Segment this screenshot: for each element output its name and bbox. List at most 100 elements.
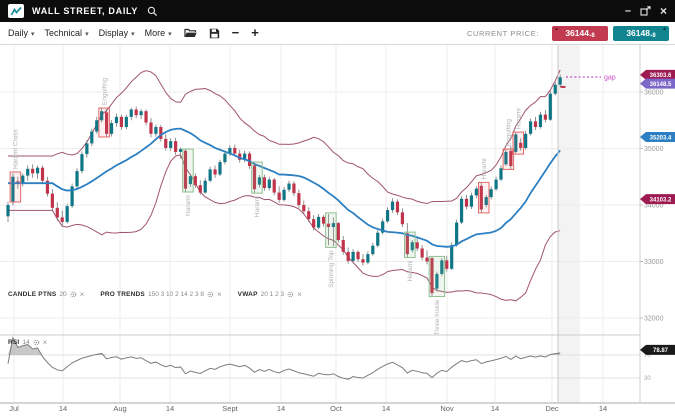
- settings-gear-icon[interactable]: [70, 291, 77, 298]
- candle: [178, 149, 183, 152]
- candle: [218, 162, 222, 175]
- time-axis: Jul 14 Aug 14 Sept 14 Oct 14 Nov 14 Dec 14: [9, 404, 607, 413]
- chart-area[interactable]: 36000 35000 34000 33000 32000 70 30 Jul 14 Aug 14 S…: [0, 45, 675, 419]
- indicator-rsi[interactable]: RSI 14 ×: [8, 338, 48, 347]
- search-icon[interactable]: [147, 6, 158, 17]
- pattern-highlight-box[interactable]: [428, 255, 446, 298]
- remove-indicator-icon[interactable]: ×: [42, 338, 48, 347]
- candle: [390, 201, 395, 211]
- pattern-highlight-box[interactable]: [502, 148, 515, 170]
- pattern-highlight-box[interactable]: [182, 148, 194, 193]
- candle: [105, 112, 109, 134]
- svg-text:36148.5: 36148.5: [650, 82, 672, 88]
- buy-price-button[interactable]: ▲ 36148. 8: [613, 25, 669, 41]
- current-bar-shade: [558, 45, 580, 403]
- candle: [35, 167, 40, 174]
- sell-price-button[interactable]: ▲ 36144. 8: [552, 25, 608, 41]
- pattern-label: Harami: [481, 158, 488, 179]
- candle: [75, 171, 79, 187]
- pattern-highlight-box[interactable]: [325, 212, 337, 248]
- chevron-down-icon: ▾: [85, 31, 89, 38]
- candle: [321, 216, 326, 224]
- pattern-highlight-box[interactable]: [251, 161, 263, 194]
- candle: [410, 242, 414, 251]
- open-folder-icon[interactable]: [184, 28, 197, 38]
- remove-indicator-icon[interactable]: ×: [217, 290, 222, 299]
- candles-layer: [6, 74, 562, 296]
- remove-indicator-icon[interactable]: ×: [297, 290, 302, 299]
- close-button[interactable]: ×: [659, 4, 667, 18]
- candle: [346, 251, 350, 261]
- pattern-highlight-box[interactable]: [9, 171, 22, 203]
- rsi-panel: [7, 336, 561, 380]
- candle: [459, 198, 464, 223]
- candle: [405, 233, 409, 255]
- indicator-params: 150 3 10 2 14 2 3 8: [147, 291, 204, 298]
- candle: [26, 168, 30, 176]
- price-level-tag: [640, 132, 675, 143]
- axis-price-tags: 36303.6 36148.5 35203.4 34103.2 78.87: [640, 69, 675, 355]
- indicator-pro-trends[interactable]: PRO TRENDS 150 3 10 2 14 2 3 8 ×: [100, 290, 222, 299]
- remove-indicator-icon[interactable]: ×: [79, 290, 85, 299]
- candle: [223, 153, 227, 163]
- menu-technical[interactable]: Technical ▾: [44, 28, 89, 38]
- candle: [528, 121, 533, 134]
- candle: [440, 260, 444, 274]
- indicator-vwap[interactable]: VWAP 20 1 2 3 ×: [238, 290, 302, 299]
- indicator-candle-patterns[interactable]: CANDLE PTNS 20 ×: [8, 290, 85, 299]
- date-tick-label: 14: [491, 404, 499, 413]
- candle: [109, 123, 114, 134]
- candle: [55, 207, 59, 218]
- price-tick-label: 36000: [644, 89, 664, 96]
- candle: [479, 185, 483, 210]
- price-chart[interactable]: 36000 35000 34000 33000 32000 70 30 Jul 14 Aug 14 S…: [0, 45, 675, 419]
- candle: [376, 232, 380, 246]
- candle: [484, 197, 488, 205]
- candle: [386, 210, 390, 222]
- zoom-out-button[interactable]: −: [231, 25, 240, 40]
- pattern-highlight-box[interactable]: [477, 181, 490, 214]
- menu-timeframe[interactable]: Daily ▾: [8, 28, 35, 38]
- tick-up-icon: ▲: [554, 25, 559, 32]
- candle: [553, 84, 557, 94]
- candle: [144, 111, 148, 123]
- menu-more[interactable]: More ▾: [144, 28, 172, 38]
- pattern-highlight-box[interactable]: [512, 131, 525, 155]
- candle: [40, 167, 45, 181]
- pattern-label: Harami: [515, 108, 522, 129]
- settings-gear-icon[interactable]: [33, 339, 40, 346]
- candle: [149, 122, 153, 134]
- svg-text:34103.2: 34103.2: [650, 197, 672, 203]
- candle: [247, 153, 252, 167]
- candle: [543, 114, 547, 120]
- last-trade-marker: [560, 85, 566, 88]
- candle: [154, 127, 158, 134]
- indicator-name: PRO TRENDS: [100, 291, 145, 298]
- pattern-highlight-box[interactable]: [404, 231, 416, 259]
- settings-gear-icon[interactable]: [207, 291, 214, 298]
- minimize-button[interactable]: –: [624, 5, 631, 17]
- date-tick-label: Sept: [222, 404, 238, 413]
- pattern-highlight-box[interactable]: [98, 107, 110, 138]
- candle: [395, 201, 400, 213]
- candle: [302, 205, 306, 212]
- chevron-down-icon: ▾: [168, 31, 172, 38]
- candle: [243, 153, 247, 160]
- candle: [124, 116, 128, 128]
- zoom-in-button[interactable]: +: [251, 25, 259, 40]
- candle: [252, 165, 257, 190]
- candle: [430, 258, 434, 294]
- price-level-tag: [640, 78, 675, 89]
- bollinger-lower-line: [8, 154, 561, 302]
- rsi-level-label: 70: [644, 353, 651, 359]
- candle: [469, 195, 474, 207]
- candle: [336, 223, 340, 241]
- save-icon[interactable]: [209, 28, 220, 39]
- settings-gear-icon[interactable]: [287, 291, 294, 298]
- candle: [95, 120, 99, 132]
- candle: [514, 134, 518, 152]
- candle: [316, 216, 321, 228]
- menu-display[interactable]: Display ▾: [98, 28, 135, 38]
- popout-button[interactable]: [640, 6, 651, 16]
- candle: [494, 179, 498, 190]
